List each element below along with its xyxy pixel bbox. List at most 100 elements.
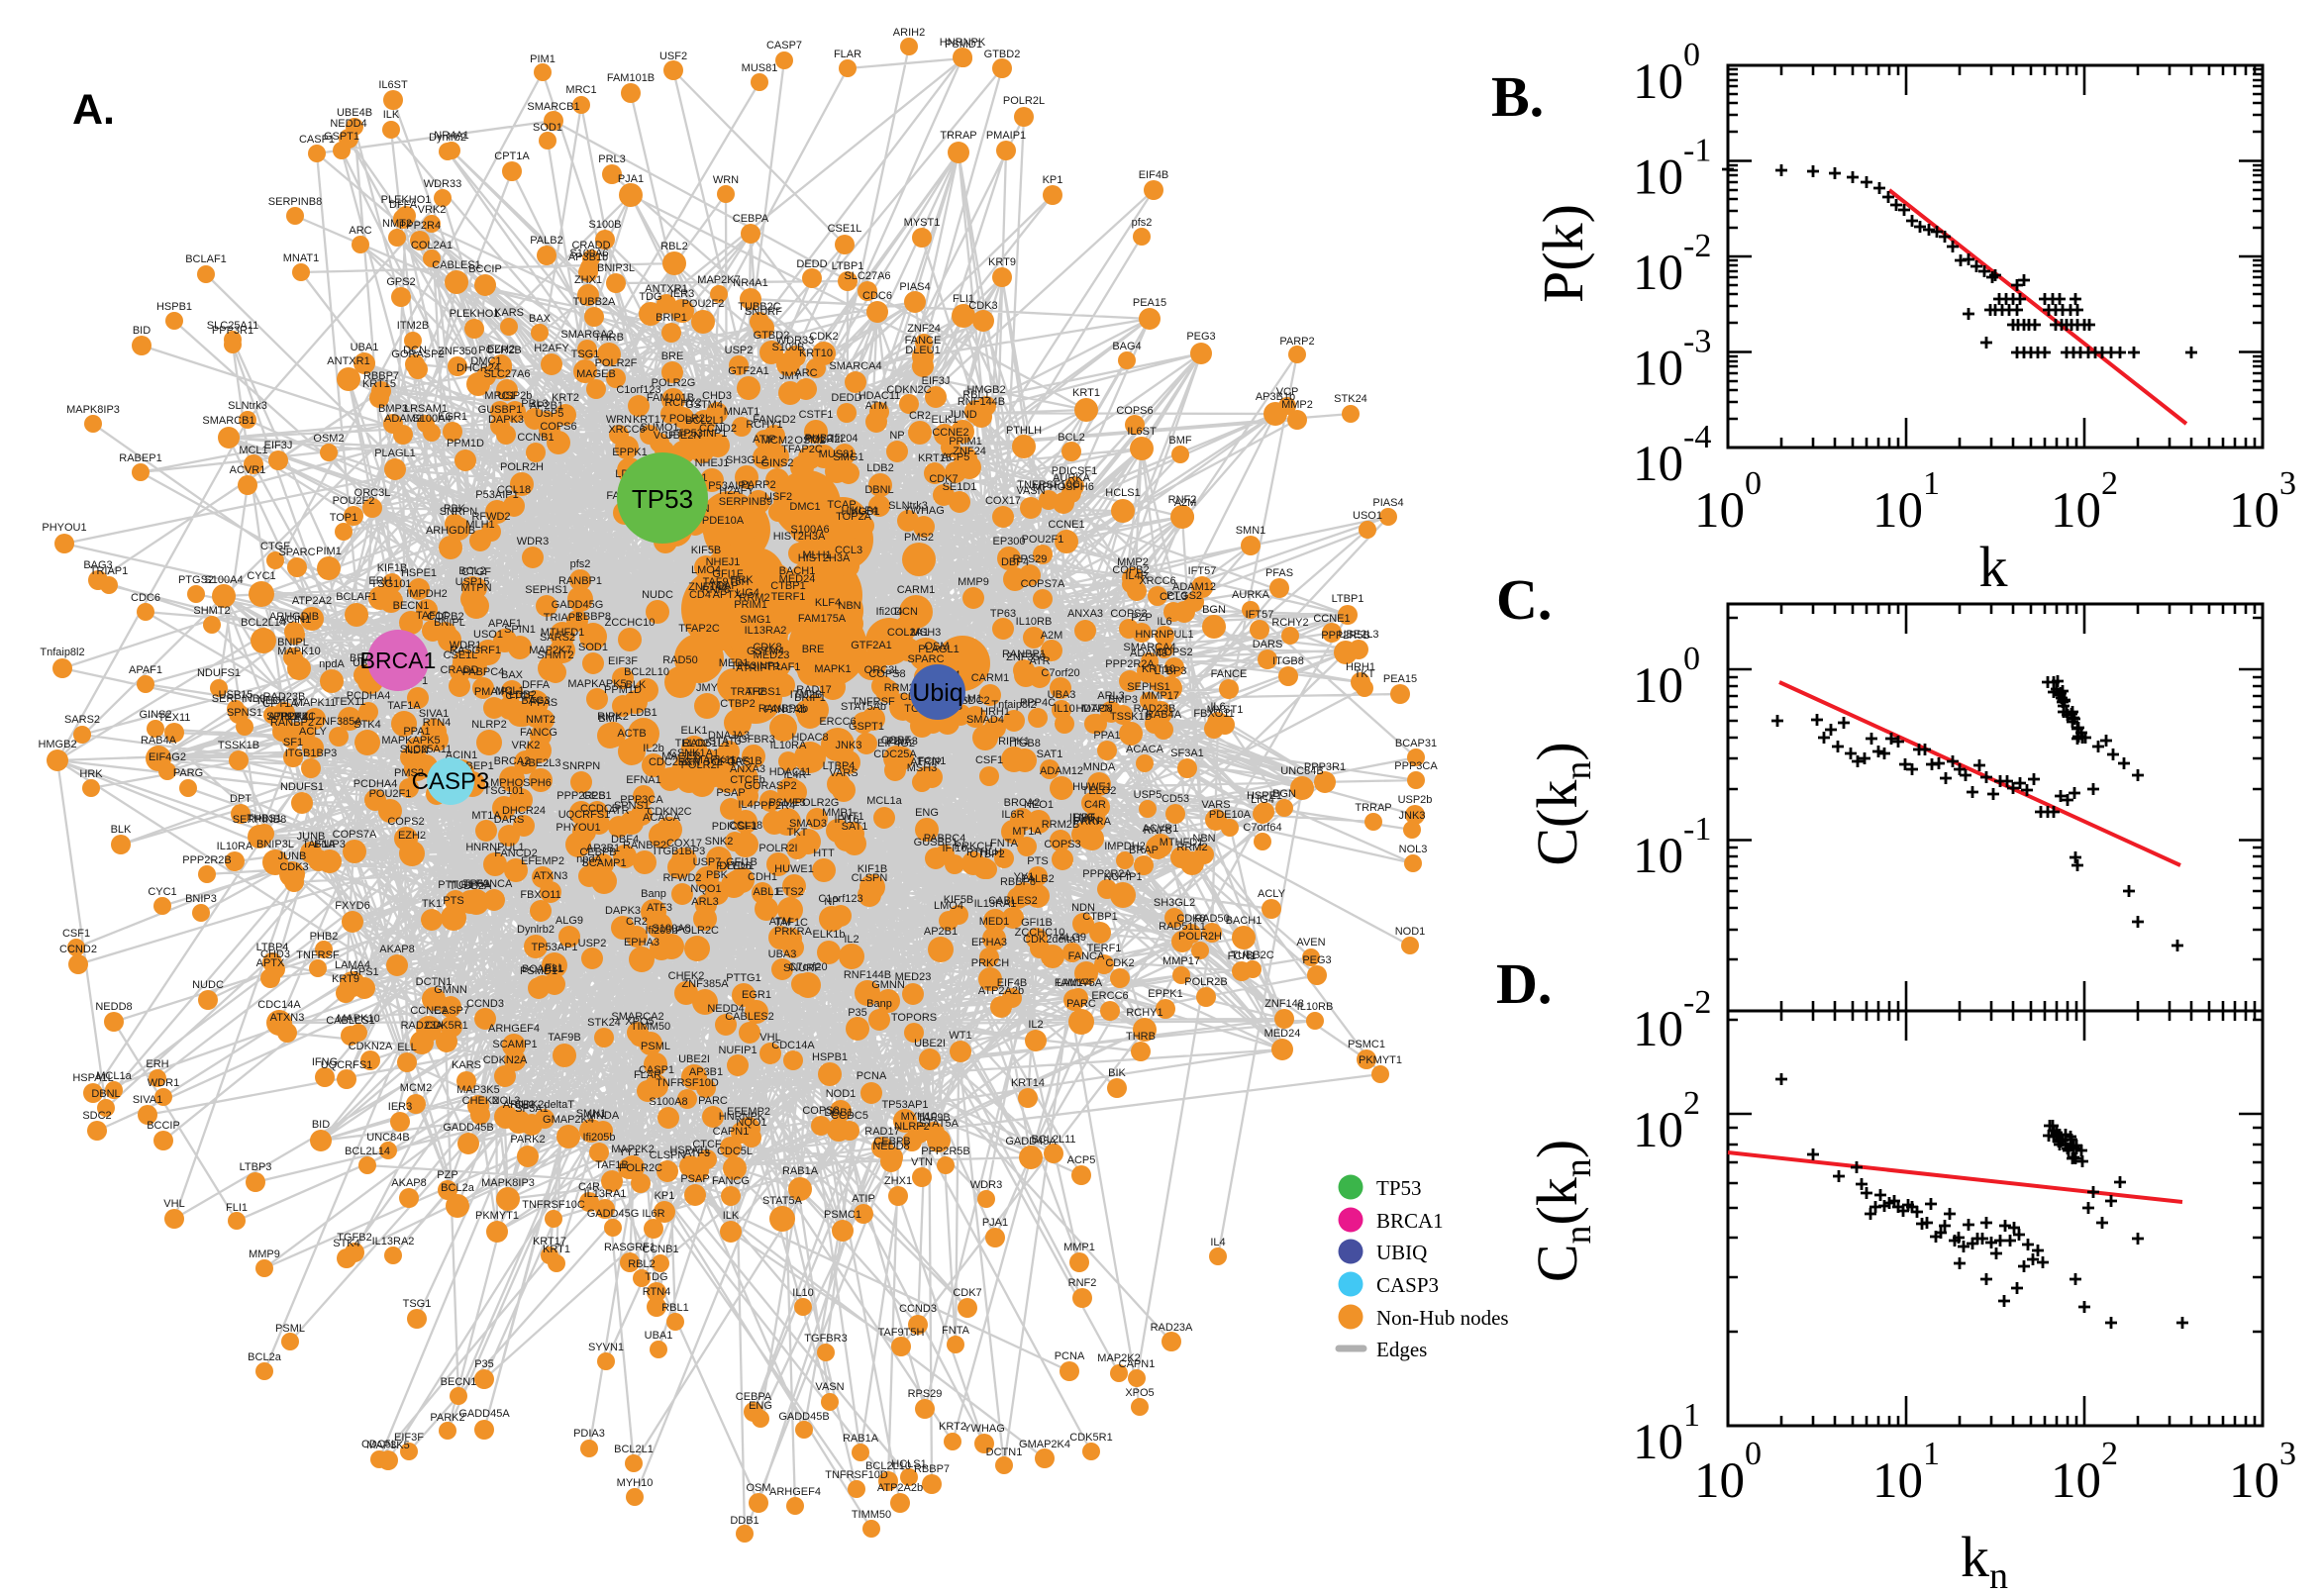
svg-text:UBA3: UBA3 [768, 948, 797, 960]
svg-text:BNIPL: BNIPL [434, 617, 465, 629]
svg-text:ELK1b: ELK1b [812, 929, 845, 941]
svg-text:XPO5: XPO5 [625, 1016, 654, 1028]
svg-text:PRL3: PRL3 [598, 153, 626, 165]
svg-text:UBE4B: UBE4B [337, 107, 372, 119]
svg-text:WT1: WT1 [949, 1030, 971, 1042]
svg-text:CYC1: CYC1 [247, 570, 275, 582]
svg-text:UQCRFS1: UQCRFS1 [321, 1059, 373, 1071]
svg-text:BID: BID [312, 1119, 330, 1131]
svg-text:RNF2: RNF2 [1068, 1277, 1097, 1289]
svg-text:TFAP2C: TFAP2C [781, 444, 823, 455]
svg-text:USO1: USO1 [473, 629, 503, 641]
svg-text:COX17: COX17 [666, 838, 702, 849]
svg-text:PLEKHO1: PLEKHO1 [381, 194, 432, 206]
svg-text:EIF4B: EIF4B [1139, 169, 1169, 181]
svg-text:BACH1: BACH1 [1226, 915, 1262, 927]
svg-text:AP3B1b: AP3B1b [1256, 391, 1295, 403]
svg-text:RAD23A: RAD23A [1151, 1322, 1193, 1334]
svg-text:SMARCA4: SMARCA4 [829, 360, 881, 372]
svg-text:SH3GL2: SH3GL2 [1154, 897, 1195, 909]
svg-text:RIPK1: RIPK1 [998, 736, 1030, 748]
svg-text:CR2: CR2 [909, 410, 931, 422]
svg-text:ACLY: ACLY [299, 726, 328, 738]
svg-text:MAP2K7: MAP2K7 [697, 274, 740, 286]
svg-text:TELO2: TELO2 [1082, 785, 1117, 797]
svg-text:AVEN: AVEN [1296, 937, 1325, 948]
svg-text:TRRAP: TRRAP [1355, 802, 1391, 814]
svg-text:GUSBP1: GUSBP1 [478, 404, 523, 416]
svg-text:RCHY1: RCHY1 [746, 419, 782, 431]
svg-text:CSNK1A1: CSNK1A1 [669, 748, 719, 759]
svg-text:GORASP2: GORASP2 [744, 780, 796, 792]
svg-text:NEO1: NEO1 [1024, 799, 1054, 811]
svg-text:RAD50: RAD50 [662, 654, 697, 666]
svg-text:SAT1: SAT1 [842, 821, 868, 833]
svg-text:GADD45A: GADD45A [458, 1408, 510, 1420]
svg-text:CDKN2A: CDKN2A [349, 1041, 393, 1052]
svg-text:IL13RA2: IL13RA2 [372, 1236, 415, 1247]
svg-text:UBE2I: UBE2I [914, 1038, 946, 1049]
svg-text:CEBPB: CEBPB [579, 847, 616, 858]
svg-text:PPP2R2B: PPP2R2B [182, 854, 232, 866]
svg-text:BCL2L1: BCL2L1 [614, 1444, 654, 1455]
svg-text:GSPT1: GSPT1 [849, 721, 884, 733]
svg-text:ATP2A2: ATP2A2 [292, 595, 332, 607]
svg-text:PRKCH: PRKCH [971, 957, 1010, 969]
svg-text:UNC84B: UNC84B [366, 1132, 409, 1144]
svg-text:TSG101: TSG101 [484, 785, 525, 797]
svg-text:NOL3: NOL3 [1399, 844, 1428, 855]
svg-text:PDICSF1: PDICSF1 [712, 821, 758, 833]
svg-text:-3: -3 [1683, 324, 1711, 360]
svg-text:LTBP3: LTBP3 [1155, 665, 1187, 677]
svg-text:FLI1: FLI1 [226, 1202, 248, 1214]
svg-text:CHEK2: CHEK2 [462, 1095, 499, 1107]
svg-text:USP2b: USP2b [1398, 794, 1433, 806]
svg-text:LDB2: LDB2 [509, 689, 537, 701]
svg-text:BCL2a: BCL2a [441, 1182, 475, 1194]
svg-text:CSE1L: CSE1L [828, 223, 862, 235]
svg-text:MED1: MED1 [719, 657, 750, 669]
svg-text:IER3: IER3 [670, 288, 694, 300]
svg-text:IL13RA2: IL13RA2 [745, 625, 787, 637]
svg-text:DPT: DPT [230, 793, 252, 805]
svg-text:MTPN: MTPN [460, 582, 491, 594]
svg-text:GTF2A1: GTF2A1 [728, 365, 769, 377]
svg-text:RASGRF1: RASGRF1 [604, 1242, 656, 1253]
svg-text:IFNG: IFNG [1069, 812, 1095, 824]
svg-text:NQO1: NQO1 [736, 1117, 766, 1129]
svg-text:POLR2G: POLR2G [795, 797, 840, 809]
svg-text:ZHX1: ZHX1 [884, 1175, 912, 1187]
svg-text:MLH1: MLH1 [802, 549, 831, 561]
svg-text:TGFBR3: TGFBR3 [804, 1333, 847, 1345]
svg-text:IL4: IL4 [738, 799, 753, 811]
svg-text:KIF1B: KIF1B [858, 863, 888, 875]
svg-text:RAD51L1: RAD51L1 [1159, 921, 1206, 933]
svg-text:NLRP2: NLRP2 [471, 719, 506, 731]
svg-text:CDK2: CDK2 [1105, 957, 1134, 969]
svg-text:PSME3: PSME3 [768, 797, 805, 809]
svg-text:RBL2: RBL2 [660, 241, 688, 252]
svg-text:CPT1A: CPT1A [262, 698, 298, 710]
svg-text:TP53INP1: TP53INP1 [677, 428, 728, 440]
svg-text:PSMD1: PSMD1 [945, 39, 982, 50]
svg-text:MAPKAPK5: MAPKAPK5 [381, 735, 440, 747]
svg-text:COPS3: COPS3 [1044, 839, 1080, 850]
svg-text:GFI1B: GFI1B [726, 856, 758, 868]
svg-text:H2AFY: H2AFY [719, 485, 755, 497]
svg-text:ACACA: ACACA [1126, 744, 1164, 755]
svg-text:ARHGDIB: ARHGDIB [269, 611, 319, 623]
svg-text:EFNA1: EFNA1 [626, 774, 660, 786]
svg-text:TP63: TP63 [463, 878, 489, 890]
svg-text:MCL1a: MCL1a [866, 795, 902, 807]
svg-text:TDG: TDG [645, 1271, 667, 1283]
svg-text:TNFRSF: TNFRSF [296, 949, 340, 961]
svg-text:PALB2: PALB2 [1021, 873, 1054, 885]
svg-text:NUDC: NUDC [192, 979, 224, 991]
svg-text:DBNL: DBNL [864, 484, 893, 496]
svg-text:RAB1A: RAB1A [782, 1165, 819, 1177]
svg-text:S100B: S100B [771, 342, 804, 353]
svg-text:C7orf20: C7orf20 [1041, 667, 1079, 679]
svg-text:10: 10 [2229, 1453, 2279, 1509]
svg-text:CDKN2C: CDKN2C [886, 384, 931, 396]
svg-text:COBF: COBF [881, 735, 912, 747]
